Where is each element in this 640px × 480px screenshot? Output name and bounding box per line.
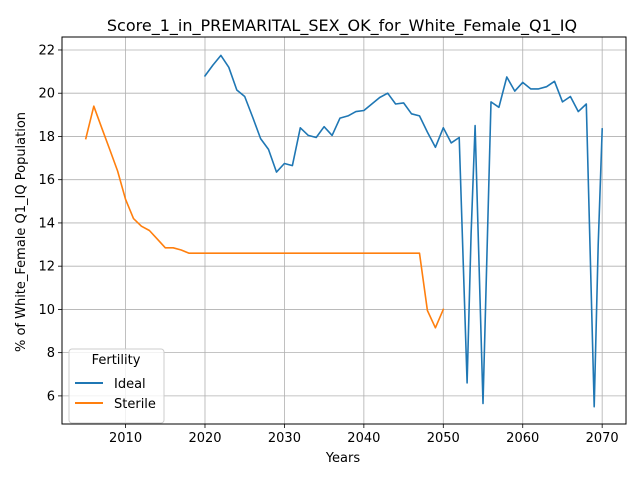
plot-frame bbox=[61, 36, 627, 425]
series-line-ideal bbox=[203, 54, 604, 408]
x-tick-label: 2060 bbox=[506, 431, 539, 446]
series-line-sterile bbox=[84, 105, 445, 329]
chart-title: Score_1_in_PREMARITAL_SEX_OK_for_White_F… bbox=[107, 16, 577, 36]
grid bbox=[62, 37, 626, 424]
x-tick-label: 2030 bbox=[268, 431, 301, 446]
x-axis-label: Years bbox=[325, 451, 361, 466]
y-tick-label: 14 bbox=[38, 216, 55, 231]
y-tick-label: 12 bbox=[38, 260, 55, 275]
y-axis-label: % of White_Female Q1_IQ Population bbox=[14, 112, 29, 352]
y-tick-label: 16 bbox=[38, 173, 55, 188]
x-tick-label: 2050 bbox=[427, 431, 460, 446]
x-axis: 2010 2020 2030 2040 2050 2060 2070 bbox=[109, 424, 619, 446]
x-tick-label: 2010 bbox=[109, 431, 142, 446]
x-tick-label: 2070 bbox=[586, 431, 619, 446]
y-tick-label: 8 bbox=[47, 346, 55, 361]
legend-box bbox=[68, 348, 165, 424]
x-tick-label: 2020 bbox=[188, 431, 221, 446]
legend-label-ideal: Ideal bbox=[114, 377, 146, 392]
y-tick-label: 20 bbox=[38, 87, 55, 102]
y-tick-label: 22 bbox=[38, 43, 55, 58]
y-tick-label: 18 bbox=[38, 130, 55, 145]
y-tick-label: 10 bbox=[38, 303, 55, 318]
series-lines bbox=[84, 54, 604, 408]
legend: Fertility Ideal Sterile bbox=[68, 348, 165, 424]
legend-label-sterile: Sterile bbox=[114, 397, 156, 412]
y-axis: 6 8 10 12 14 16 18 20 22 bbox=[38, 43, 62, 404]
y-tick-label: 6 bbox=[47, 389, 55, 404]
legend-title: Fertility bbox=[92, 353, 141, 368]
x-tick-label: 2040 bbox=[347, 431, 380, 446]
